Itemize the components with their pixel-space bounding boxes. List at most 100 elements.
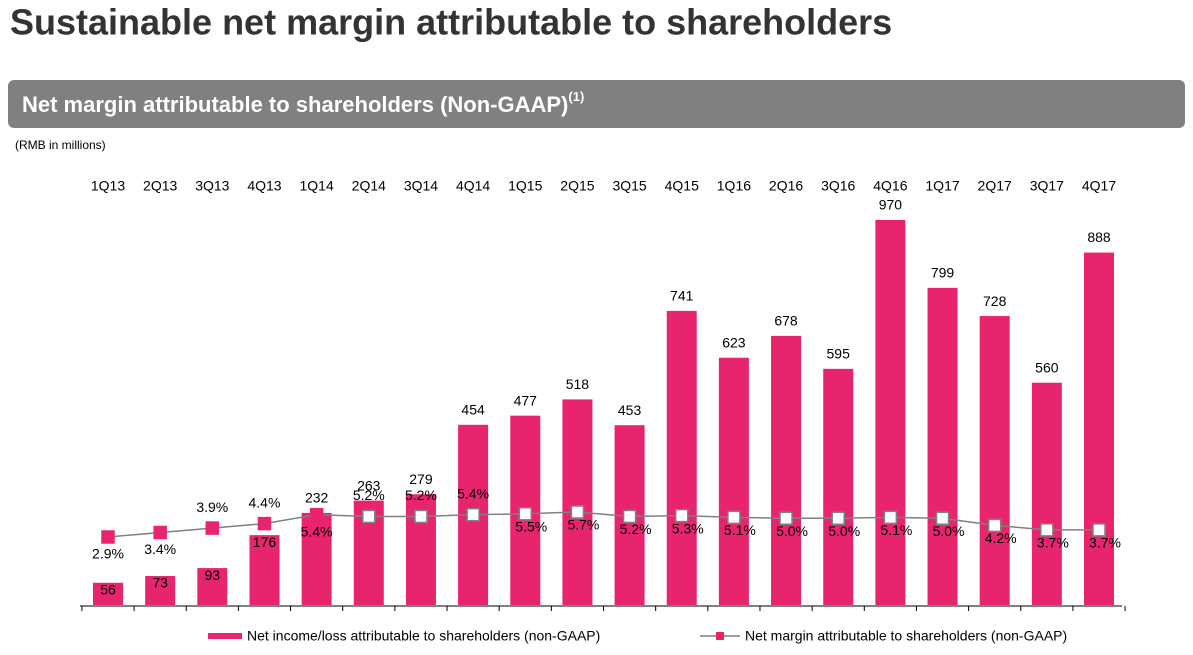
- margin-marker: [570, 505, 585, 519]
- bar: [197, 568, 228, 605]
- bar: [875, 220, 906, 605]
- margin-label: 5.2%: [405, 487, 437, 503]
- margin-label: 5.2%: [620, 521, 652, 537]
- margin-label: 4.2%: [985, 530, 1017, 546]
- margin-marker: [674, 508, 689, 523]
- margin-marker: [205, 521, 220, 535]
- bar-label: 970: [879, 197, 903, 213]
- margin-marker: [935, 511, 950, 525]
- x-tick-label: 2Q17: [978, 178, 1012, 194]
- margin-label: 3.4%: [144, 541, 176, 557]
- bar: [1084, 252, 1114, 605]
- bar: [249, 535, 280, 605]
- margin-label: 3.7%: [1037, 535, 1069, 551]
- bar: [979, 316, 1010, 605]
- bar: [1031, 382, 1062, 605]
- margin-label: 5.3%: [672, 520, 704, 536]
- margin-marker: [466, 507, 480, 522]
- x-tick-label: 3Q15: [612, 178, 646, 194]
- x-tick-label: 1Q16: [717, 178, 751, 194]
- x-tick-label: 1Q14: [300, 178, 334, 194]
- bar: [666, 310, 697, 605]
- bar-label: 56: [100, 581, 116, 597]
- legend-label: Net income/loss attributable to sharehol…: [247, 628, 600, 644]
- bar-label: 73: [152, 575, 168, 591]
- x-tick-label: 1Q13: [91, 178, 125, 194]
- bar-label: 232: [305, 490, 329, 506]
- margin-label: 5.5%: [515, 518, 547, 534]
- subtitle: Net margin attributable to shareholders …: [22, 89, 584, 116]
- bar-label: 279: [409, 471, 433, 487]
- x-tick-label: 1Q17: [925, 178, 959, 194]
- x-tick-label: 2Q14: [352, 178, 386, 194]
- bar: [771, 335, 802, 605]
- bar-label: 888: [1087, 229, 1111, 245]
- subtitle-banner: [8, 80, 1185, 128]
- margin-label: 5.2%: [353, 487, 385, 503]
- bar-label: 741: [670, 288, 694, 304]
- margin-label: 2.9%: [92, 546, 124, 562]
- x-tick-label: 3Q16: [821, 178, 855, 194]
- margin-marker: [309, 507, 324, 522]
- bar-label: 454: [461, 402, 485, 418]
- margin-marker: [101, 530, 115, 544]
- margin-marker: [518, 507, 533, 521]
- bar-label: 176: [253, 534, 277, 550]
- x-tick-label: 2Q13: [143, 178, 177, 194]
- margin-marker: [257, 516, 272, 531]
- margin-label: 3.7%: [1089, 535, 1121, 551]
- margin-label: 4.4%: [249, 494, 281, 510]
- x-tick-label: 4Q16: [873, 178, 907, 194]
- margin-label: 5.4%: [301, 523, 333, 539]
- x-tick-label: 4Q13: [247, 178, 281, 194]
- bar-label: 678: [774, 313, 798, 329]
- bar-label: 453: [618, 402, 642, 418]
- margin-line: [107, 511, 1099, 538]
- bar-label: 93: [205, 567, 221, 583]
- x-tick-label: 4Q17: [1082, 178, 1116, 194]
- bar: [718, 357, 749, 605]
- margin-marker: [362, 509, 376, 524]
- x-tick-label: 3Q14: [404, 178, 438, 194]
- margin-label: 5.4%: [457, 485, 489, 501]
- bar-label: 263: [357, 477, 381, 493]
- margin-label: 5.0%: [828, 523, 860, 539]
- margin-marker: [883, 510, 898, 525]
- bar: [562, 399, 593, 605]
- margin-label: 5.1%: [880, 522, 912, 538]
- unit-note: (RMB in millions): [15, 138, 106, 152]
- bar-label: 799: [931, 265, 955, 281]
- bar-label: 477: [514, 392, 538, 408]
- margin-marker: [1040, 523, 1054, 537]
- bar-label: 518: [566, 376, 590, 392]
- x-tick-label: 3Q13: [195, 178, 229, 194]
- margin-label: 5.0%: [933, 523, 965, 539]
- margin-label: 5.1%: [724, 522, 756, 538]
- margin-marker: [414, 509, 428, 524]
- chart-title: Sustainable net margin attributable to s…: [10, 2, 892, 43]
- margin-marker: [727, 510, 741, 525]
- bar-label: 623: [722, 334, 746, 350]
- margin-label: 5.7%: [567, 517, 599, 533]
- bar: [823, 368, 854, 605]
- legend-swatch: [208, 633, 242, 639]
- subtitle-text: Net margin attributable to shareholders …: [22, 92, 568, 117]
- margin-label: 5.0%: [776, 523, 808, 539]
- bar: [93, 582, 123, 605]
- x-tick-label: 2Q16: [769, 178, 803, 194]
- margin-marker: [779, 511, 793, 525]
- legend-marker: [716, 632, 724, 640]
- bar-label: 728: [983, 293, 1007, 309]
- margin-marker: [1092, 523, 1106, 537]
- x-tick-label: 1Q15: [508, 178, 542, 194]
- margin-label: 3.9%: [196, 499, 228, 515]
- bar: [301, 512, 332, 605]
- margin-marker: [153, 525, 167, 540]
- subtitle-note: (1): [568, 89, 584, 104]
- margin-marker: [987, 518, 1002, 533]
- margin-marker: [622, 509, 637, 524]
- bar: [927, 287, 958, 605]
- bar: [145, 576, 176, 605]
- x-tick-label: 4Q15: [665, 178, 699, 194]
